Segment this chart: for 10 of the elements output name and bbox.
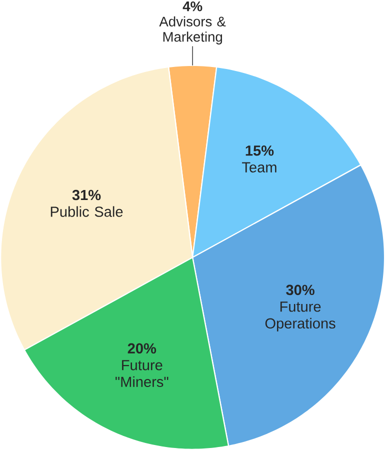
slice-label: Advisors & Marketing: [159, 16, 226, 44]
data-label: 31%: [72, 190, 101, 200]
slice-label: Future "Miners": [115, 360, 168, 387]
slice-label: Team: [242, 162, 276, 172]
data-label: 20%: [128, 343, 156, 354]
slice-label: Future Operations: [265, 302, 336, 332]
data-label: 4%: [182, 1, 202, 12]
data-label: 30%: [286, 284, 314, 296]
slice-label: Public Sale: [50, 206, 123, 217]
data-label: 15%: [246, 145, 274, 156]
